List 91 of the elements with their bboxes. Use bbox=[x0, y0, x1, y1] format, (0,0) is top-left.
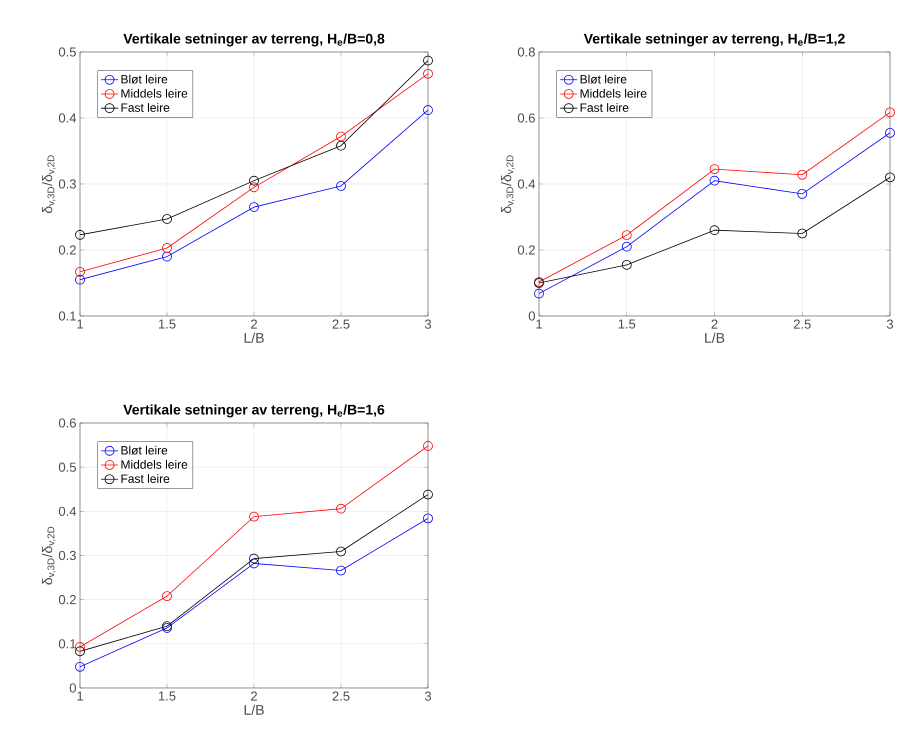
point bbox=[885, 128, 895, 138]
x-tick-label: 1.5 bbox=[158, 692, 176, 701]
chart-title: Vertikale setninger av terreng, H$_{e}$/B=1,2 bbox=[584, 33, 845, 46]
legend-label: Bløt leire bbox=[121, 446, 168, 455]
point bbox=[249, 512, 259, 522]
y-tick-label: 0.1 bbox=[58, 311, 76, 321]
y-tick-label: 0.4 bbox=[58, 506, 76, 516]
x-tick-label: 1.5 bbox=[618, 320, 636, 329]
y-tick-label: 0.6 bbox=[58, 418, 76, 428]
x-tick-label: 3 bbox=[424, 320, 432, 329]
x-tick-label: 1 bbox=[77, 692, 83, 700]
legend-label: Bløt leire bbox=[580, 74, 626, 84]
x-tick-label: 3 bbox=[886, 320, 894, 329]
y-tick-label: 0.3 bbox=[58, 179, 76, 189]
y-tick-label: 0.2 bbox=[58, 245, 76, 255]
point bbox=[75, 642, 85, 652]
point bbox=[75, 230, 85, 240]
point bbox=[423, 56, 433, 66]
y-axis-title: δ$_{v,3D}$/δ$_{v,2D}$ bbox=[42, 526, 56, 585]
point bbox=[336, 566, 346, 576]
y-tick-label: 0.2 bbox=[518, 245, 535, 255]
point bbox=[162, 214, 172, 224]
x-tick-label: 2 bbox=[251, 320, 257, 329]
x-axis-title: L/B bbox=[244, 704, 264, 715]
point bbox=[162, 591, 172, 602]
x-tick-label: 1 bbox=[77, 320, 83, 328]
x-tick-label: 2.5 bbox=[794, 320, 811, 329]
point bbox=[885, 107, 895, 118]
legend-label: Bløt leire bbox=[121, 74, 168, 84]
point bbox=[336, 546, 346, 556]
point bbox=[336, 140, 346, 151]
legend-label: Fast leire bbox=[580, 103, 628, 112]
y-tick-label: 0.3 bbox=[58, 550, 76, 560]
x-tick-label: 3 bbox=[424, 692, 432, 701]
point bbox=[423, 105, 433, 115]
y-tick-label: 0.8 bbox=[518, 47, 535, 57]
point bbox=[162, 252, 172, 262]
point bbox=[534, 288, 544, 298]
y-tick-label: 0.1 bbox=[58, 639, 76, 648]
point bbox=[75, 646, 85, 656]
point bbox=[249, 554, 259, 564]
legend-label: Fast leire bbox=[121, 474, 170, 483]
x-tick-label: 1 bbox=[536, 320, 542, 328]
y-tick-label: 0.2 bbox=[58, 595, 76, 604]
point bbox=[423, 68, 433, 79]
point bbox=[162, 243, 172, 253]
x-tick-label: 2 bbox=[712, 320, 718, 329]
y-tick-label: 0 bbox=[528, 311, 535, 321]
legend-label: Middels leire bbox=[121, 460, 188, 469]
point bbox=[249, 558, 259, 568]
x-tick-label: 2.5 bbox=[332, 320, 350, 329]
point bbox=[249, 182, 259, 192]
point bbox=[336, 504, 346, 514]
legend-label: Middels leire bbox=[580, 88, 646, 98]
point bbox=[249, 202, 259, 212]
point bbox=[423, 441, 433, 451]
y-tick-label: 0.4 bbox=[58, 113, 76, 123]
point bbox=[710, 225, 720, 236]
point bbox=[710, 164, 720, 174]
y-tick-label: 0.4 bbox=[518, 179, 536, 189]
x-tick-label: 2 bbox=[251, 692, 257, 701]
x-axis-title: L/B bbox=[705, 332, 724, 343]
point bbox=[336, 132, 346, 142]
y-axis-title: δ$_{v,3D}$/δ$_{v,2D}$ bbox=[42, 155, 56, 214]
point bbox=[423, 490, 433, 500]
x-tick-label: 1.5 bbox=[158, 320, 176, 329]
y-tick-label: 0.5 bbox=[58, 462, 76, 472]
y-axis-title: δ$_{v,3D}$/δ$_{v,2D}$ bbox=[500, 155, 515, 214]
point bbox=[797, 188, 808, 199]
point bbox=[75, 266, 85, 277]
point bbox=[622, 242, 632, 252]
point bbox=[622, 230, 632, 240]
point bbox=[336, 181, 346, 191]
y-tick-label: 0.6 bbox=[518, 113, 535, 123]
y-tick-label: 0 bbox=[70, 683, 76, 693]
point bbox=[423, 513, 433, 524]
point bbox=[797, 170, 808, 180]
point bbox=[797, 228, 808, 238]
point bbox=[885, 172, 895, 182]
chart-title: Vertikale setninger av terreng, H$_{e}$/B=1,6 bbox=[123, 404, 384, 418]
y-tick-label: 0.5 bbox=[58, 47, 76, 57]
point bbox=[75, 274, 85, 285]
point bbox=[75, 662, 85, 672]
legend-label: Fast leire bbox=[121, 103, 170, 112]
point bbox=[622, 260, 632, 270]
point bbox=[710, 176, 720, 186]
x-tick-label: 2.5 bbox=[332, 692, 350, 701]
chart-title: Vertikale setninger av terreng, H$_{e}$/B=0,8 bbox=[123, 33, 384, 46]
point bbox=[249, 176, 259, 186]
legend-label: Middels leire bbox=[121, 88, 188, 98]
x-axis-title: L/B bbox=[244, 332, 264, 343]
